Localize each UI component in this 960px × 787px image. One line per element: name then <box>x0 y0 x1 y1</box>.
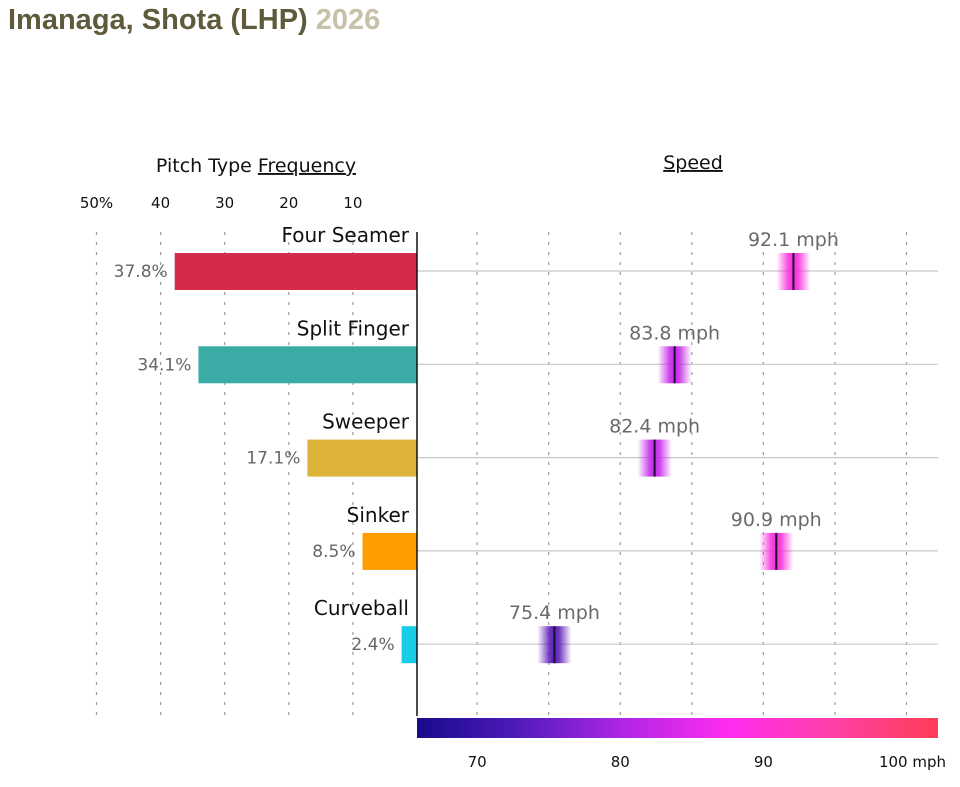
freq-title: Pitch Type Frequency <box>156 155 356 177</box>
speed-value-label: 75.4 mph <box>509 602 600 624</box>
speed-tick-label: 70 <box>468 753 487 771</box>
pitch-row: Sinker 8.5% 90.9 mph <box>312 503 938 570</box>
pitch-row: Sweeper 17.1% 82.4 mph <box>246 410 938 477</box>
speed-value-label: 83.8 mph <box>629 322 720 344</box>
frequency-value-label: 8.5% <box>312 542 355 562</box>
freq-tick-label: 30 <box>215 194 234 212</box>
speed-value-label: 82.4 mph <box>609 416 700 438</box>
pitch-name-label: Sweeper <box>322 410 410 434</box>
speed-title: Speed <box>663 152 723 174</box>
frequency-bar <box>174 253 417 290</box>
pitch-name-label: Curveball <box>314 596 409 620</box>
frequency-value-label: 17.1% <box>246 449 300 469</box>
player-name: Imanaga, Shota (LHP) <box>8 4 308 36</box>
pitch-row: Split Finger 34.1% 83.8 mph <box>137 316 938 384</box>
frequency-bar <box>401 626 417 664</box>
speed-tick-label: 80 <box>611 753 630 771</box>
pitch-name-label: Split Finger <box>297 316 410 340</box>
pitch-row: Four Seamer 37.8% 92.1 mph <box>114 223 938 290</box>
freq-tick-label: 20 <box>279 194 298 212</box>
pitch-row: Curveball 2.4% 75.4 mph <box>314 596 938 664</box>
speed-value-label: 90.9 mph <box>731 509 822 531</box>
speed-value-label: 92.1 mph <box>748 229 839 251</box>
frequency-bar <box>307 439 417 477</box>
frequency-value-label: 37.8% <box>114 262 168 282</box>
frequency-value-label: 2.4% <box>351 635 394 655</box>
season-year: 2026 <box>315 4 381 36</box>
frequency-value-label: 34.1% <box>137 355 191 375</box>
chart-title: Imanaga, Shota (LHP) 2026 <box>8 4 380 37</box>
pitch-name-label: Four Seamer <box>281 223 409 247</box>
frequency-bar <box>362 532 417 570</box>
frequency-bar <box>198 346 417 384</box>
speed-tick-label: 100 mph <box>879 753 946 771</box>
freq-tick-label: 40 <box>151 194 170 212</box>
speed-tick-label: 90 <box>754 753 773 771</box>
speed-color-scale <box>417 718 938 738</box>
freq-tick-label: 50% <box>80 194 113 212</box>
pitch-name-label: Sinker <box>347 503 410 527</box>
freq-tick-label: 10 <box>343 194 362 212</box>
